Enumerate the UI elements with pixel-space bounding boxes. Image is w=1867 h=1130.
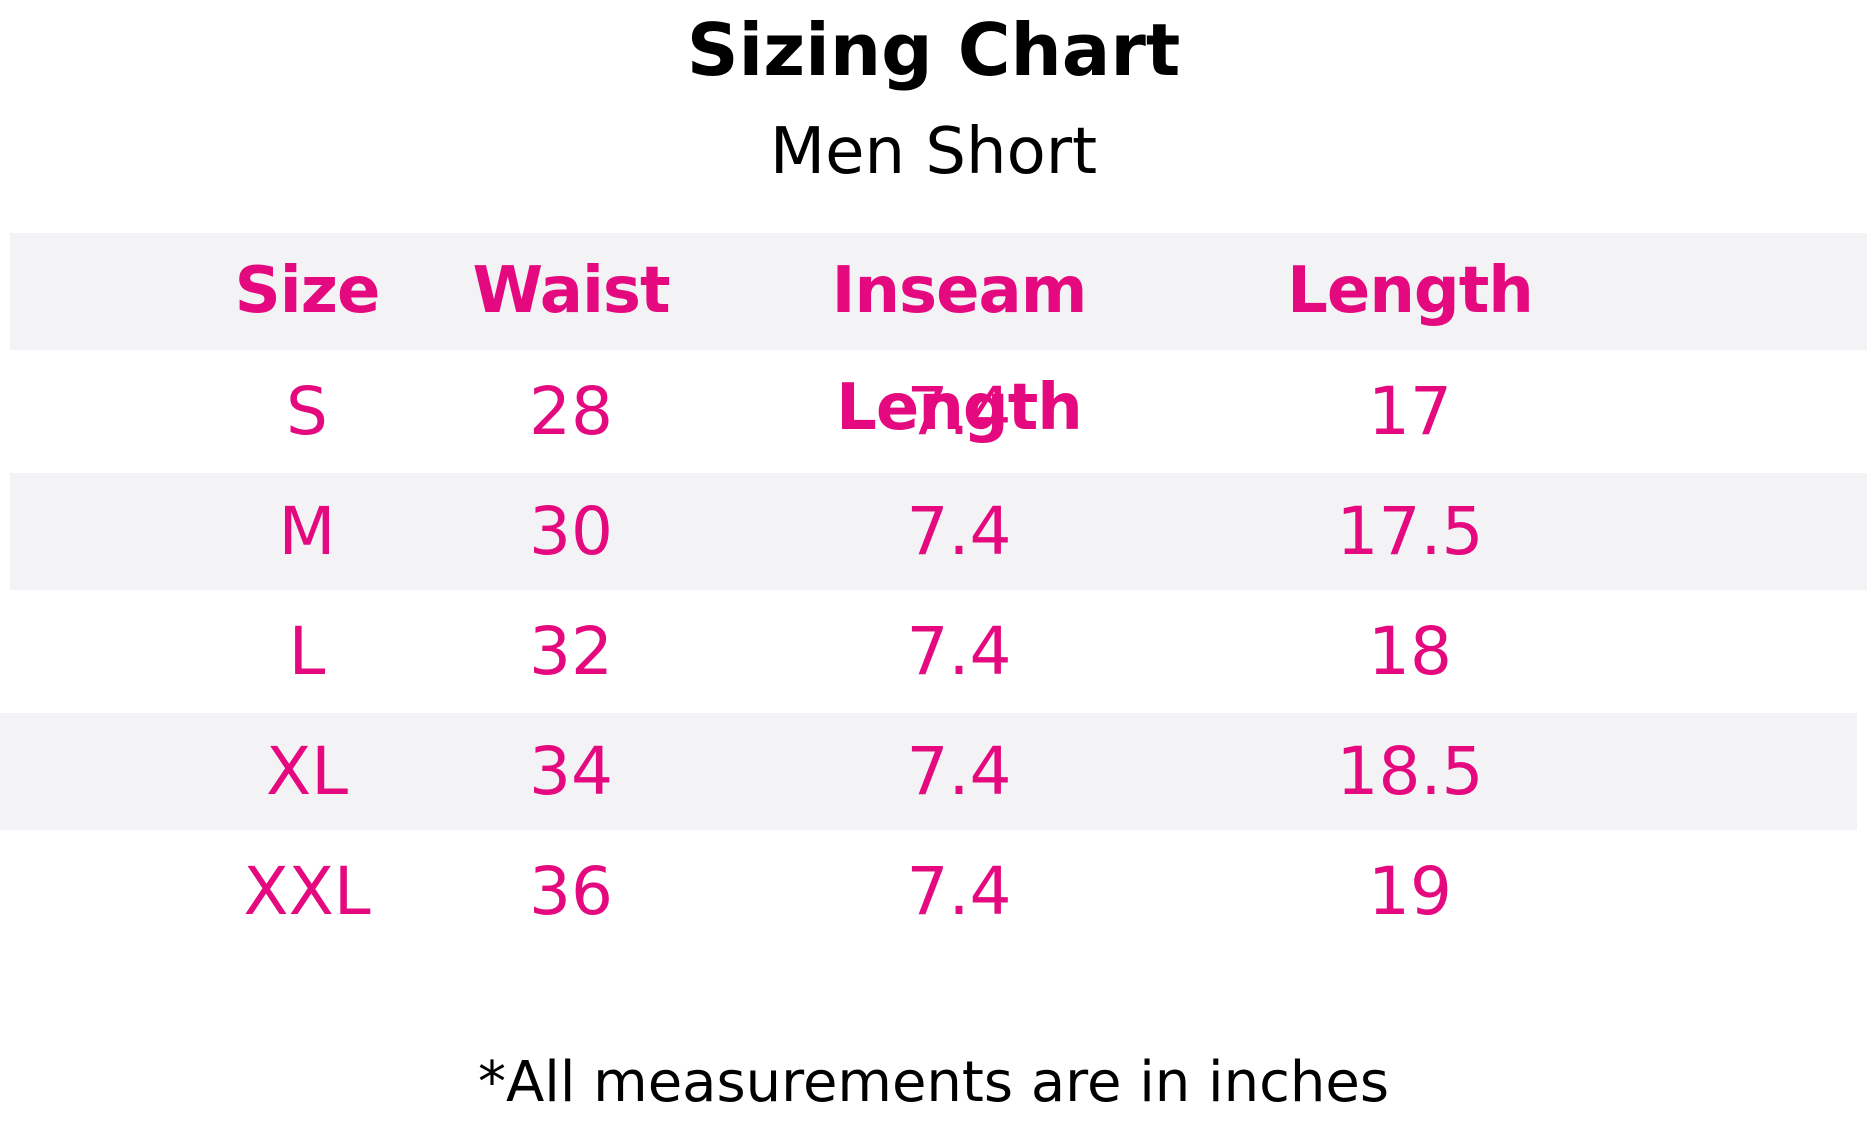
table-cell: L — [288, 613, 326, 690]
table-cell: 30 — [529, 493, 613, 570]
table-cell: 32 — [529, 613, 613, 690]
header-band — [10, 233, 1867, 350]
column-header: Size — [234, 254, 381, 328]
table-cell: S — [286, 373, 328, 450]
title: Sizing Chart — [686, 8, 1181, 92]
table-cell: 18.5 — [1336, 733, 1484, 810]
row-band — [10, 473, 1867, 590]
table-cell: 7.4 — [906, 613, 1012, 690]
table-cell: 7.4 — [906, 493, 1012, 570]
column-header: Length — [1287, 254, 1534, 328]
subtitle: Men Short — [769, 115, 1098, 189]
table-cell: 34 — [529, 733, 613, 810]
table-cell: M — [278, 493, 336, 570]
table-cell: 36 — [529, 853, 613, 930]
row-band — [0, 713, 1857, 830]
table-cell: 28 — [529, 373, 613, 450]
table-cell: XL — [266, 733, 348, 810]
column-header: Inseam Length — [831, 254, 1088, 445]
table-cell: 7.4 — [906, 373, 1012, 450]
table-cell: 18 — [1368, 613, 1452, 690]
table-cell: 7.4 — [906, 853, 1012, 930]
table-cell: 17.5 — [1336, 493, 1484, 570]
table-cell: 19 — [1368, 853, 1452, 930]
table-cell: 17 — [1368, 373, 1452, 450]
table-cell: 7.4 — [906, 733, 1012, 810]
footnote: *All measurements are in inches — [477, 1050, 1390, 1115]
column-header: Waist — [472, 254, 670, 328]
table-cell: XXL — [243, 853, 371, 930]
